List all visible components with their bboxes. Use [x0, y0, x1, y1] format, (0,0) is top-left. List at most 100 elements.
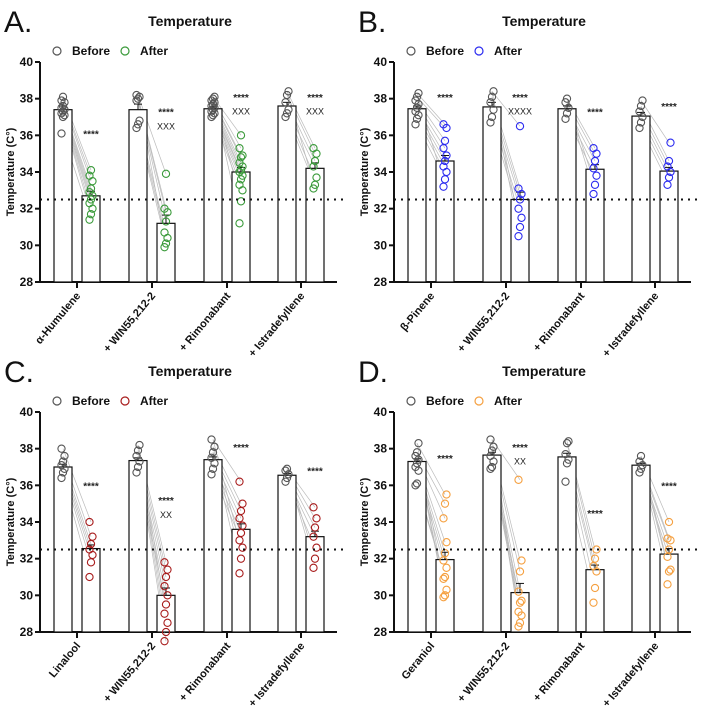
bar-before: [128, 109, 148, 283]
data-point-before: [561, 450, 570, 459]
data-point-before: [489, 87, 498, 96]
data-point-after: [439, 593, 448, 602]
data-point-after: [236, 153, 246, 162]
bar-after: [585, 569, 605, 633]
data-point-before: [414, 439, 423, 448]
data-point-after: [88, 532, 97, 541]
data-point-after: [160, 609, 169, 618]
data-point-after: [309, 184, 318, 193]
data-point-after: [235, 219, 244, 228]
data-point-after: [161, 600, 171, 609]
data-point-before: [284, 105, 293, 114]
y-tick-label: 32: [374, 202, 388, 216]
panel-label: C.: [4, 356, 34, 389]
y-tick-label: 32: [374, 552, 388, 566]
data-point-after: [590, 180, 600, 189]
bar-before: [557, 456, 577, 633]
bar-before: [128, 459, 148, 633]
data-point-after: [664, 517, 674, 527]
data-point-before: [133, 94, 143, 103]
data-point-after: [85, 517, 94, 527]
data-point-before: [489, 105, 498, 114]
data-point-before: [561, 98, 570, 107]
data-point-before: [635, 107, 644, 116]
data-point-after: [666, 138, 675, 147]
bar-before: [557, 108, 577, 283]
x-tick-label: + WIN55,212-2: [455, 640, 512, 705]
chart-panel: B. Temperature Before After Temperature (C°)…: [358, 6, 697, 360]
y-tick-label: 36: [374, 478, 388, 492]
data-point-before: [58, 457, 68, 466]
data-point-before: [58, 92, 68, 101]
y-tick-label: 28: [374, 625, 388, 639]
y-tick-label: 38: [374, 92, 388, 106]
data-point-before: [60, 451, 69, 461]
data-point-after: [160, 637, 169, 646]
data-point-after: [590, 583, 600, 593]
data-point-after: [238, 151, 247, 160]
bar-before: [203, 459, 223, 633]
data-point-after: [663, 534, 672, 543]
data-point-before: [411, 120, 420, 129]
legend-before-marker: [52, 46, 62, 56]
data-point-after: [517, 213, 526, 222]
panel-label: B.: [358, 6, 386, 39]
y-axis-label: Temperature (C°): [5, 127, 17, 216]
data-point-before: [58, 101, 68, 111]
y-tick-label: 28: [374, 275, 388, 289]
y-tick-label: 40: [374, 405, 388, 419]
data-point-before: [412, 479, 422, 488]
x-tick-label: + Rimonabant: [177, 640, 233, 704]
data-point-before: [636, 118, 646, 127]
chart-title: Temperature: [502, 363, 586, 379]
data-point-after: [161, 217, 171, 226]
y-tick-label: 34: [374, 165, 388, 179]
significance-label: ****: [83, 130, 99, 141]
data-point-before: [133, 120, 143, 129]
bar-before: [277, 474, 297, 633]
paired-line: [286, 91, 316, 149]
bar-before: [53, 109, 73, 283]
bar-before: [203, 108, 223, 283]
data-point-after: [666, 565, 675, 574]
y-tick-label: 40: [20, 55, 34, 69]
data-point-after: [515, 222, 525, 232]
data-point-after: [160, 204, 169, 213]
x-tick-label: Geraniol: [399, 640, 437, 682]
legend-after-marker: [474, 46, 484, 56]
significance-label: ****: [437, 93, 453, 104]
y-tick-label: 30: [20, 588, 34, 602]
data-point-after: [235, 158, 244, 167]
bar-after: [659, 553, 679, 633]
data-point-before: [564, 437, 573, 446]
data-point-before: [635, 457, 644, 466]
data-point-before: [411, 451, 420, 461]
paired-line: [416, 100, 446, 142]
chart-panel: D. Temperature Before After Temperature (C°)…: [358, 356, 697, 708]
significance-label: ****: [233, 93, 249, 104]
bar-after: [585, 168, 605, 283]
data-point-after: [514, 607, 523, 616]
data-point-before: [210, 92, 219, 101]
y-tick-label: 34: [374, 515, 388, 529]
data-point-after: [235, 180, 244, 189]
data-point-after: [515, 598, 525, 607]
data-point-before: [57, 473, 66, 483]
data-point-before: [411, 96, 420, 105]
legend-before-label: Before: [426, 44, 464, 58]
data-point-after: [440, 136, 450, 145]
data-point-after: [312, 543, 321, 552]
significance-label: ****: [587, 509, 603, 520]
data-point-after: [160, 582, 169, 591]
data-point-before: [208, 94, 218, 103]
data-point-after: [514, 232, 523, 241]
significance-label-secondary: XXX: [157, 121, 175, 131]
data-point-before: [57, 461, 66, 470]
data-point-before: [57, 444, 66, 453]
data-point-after: [515, 195, 525, 204]
data-point-after: [85, 572, 94, 582]
data-point-before: [133, 462, 143, 472]
significance-label: ****: [307, 93, 323, 104]
y-tick-label: 38: [20, 442, 34, 456]
data-point-before: [486, 435, 495, 444]
